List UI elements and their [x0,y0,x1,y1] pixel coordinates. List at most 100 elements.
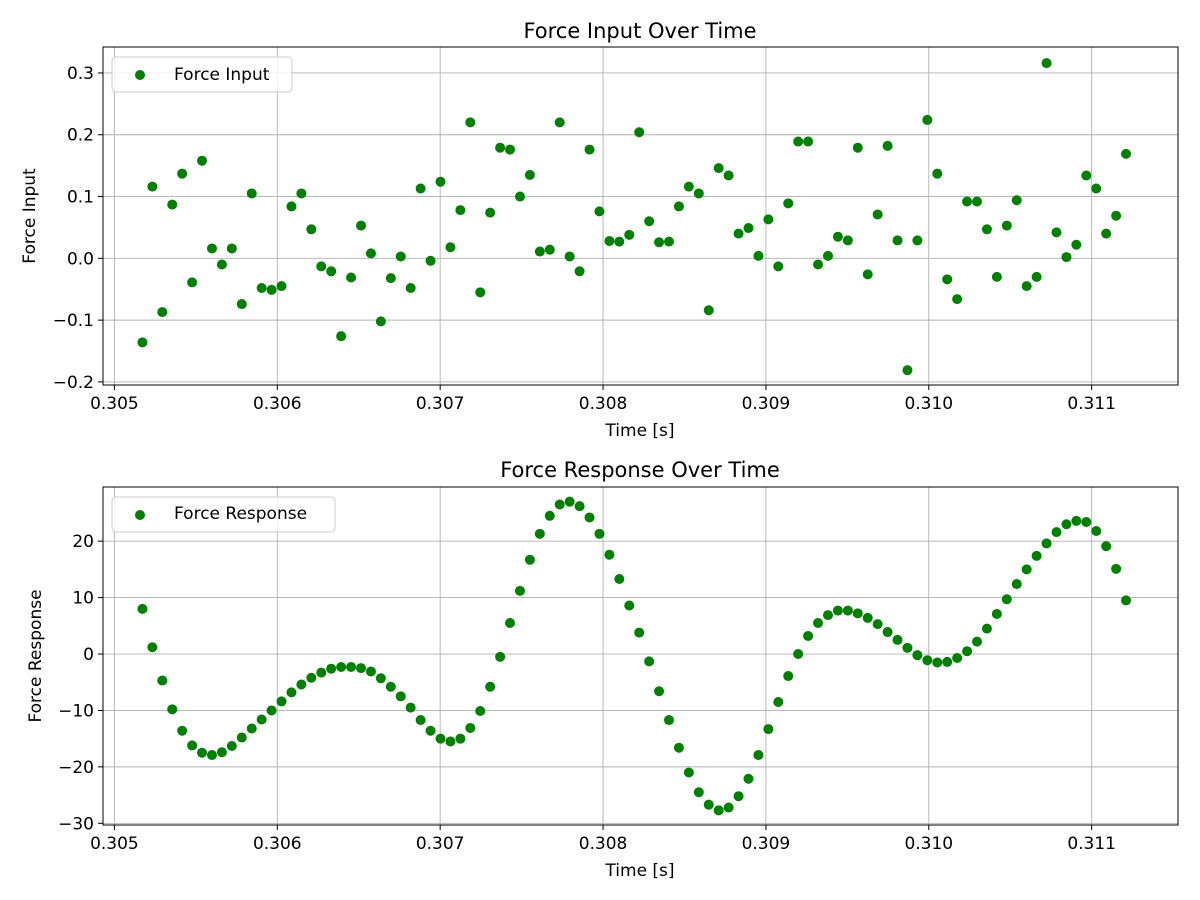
data-point [991,271,1002,282]
data-point [495,651,506,662]
data-point [972,636,983,647]
x-tick-label: 0.308 [579,394,628,414]
legend: Force Input [111,56,293,93]
data-point [514,585,525,596]
data-point [1091,526,1102,537]
data-point [942,274,953,285]
data-point [991,608,1002,619]
data-point [773,261,784,272]
data-point [813,259,824,270]
data-point [236,732,247,743]
data-point [753,250,764,261]
data-point [594,206,605,217]
data-point [266,705,277,716]
data-point [236,299,247,310]
data-point [753,750,764,761]
data-point [415,183,426,194]
data-point [683,181,694,192]
data-point [882,140,893,151]
data-point [1021,281,1032,292]
data-point [882,627,893,638]
data-point [892,634,903,645]
data-point [1061,519,1072,530]
data-point [981,623,992,634]
data-point [1031,271,1042,282]
data-point [644,656,655,667]
data-point [296,188,307,199]
x-tick-label: 0.307 [416,394,465,414]
data-point [1051,227,1062,238]
data-point [763,214,774,225]
data-point [981,224,992,235]
data-point [564,496,575,507]
data-point [256,282,267,293]
data-point [554,499,565,510]
data-point [892,235,903,246]
data-point [425,725,436,736]
force-response-panel: Force Response Over Time Time [s] Force … [26,458,1179,881]
data-point [256,714,267,725]
data-point [614,573,625,584]
data-point [534,528,545,539]
data-point [336,662,347,673]
data-point [912,235,923,246]
data-point [564,251,575,262]
data-point [356,663,366,674]
data-point [822,250,833,261]
data-point [395,251,406,262]
y-tick-label: 10 [72,589,94,609]
data-point [336,331,347,342]
data-point [673,742,684,753]
y-axis-label: Force Input [20,168,40,264]
data-point [634,627,645,638]
data-point [216,747,227,758]
data-point [703,799,714,810]
data-point [972,196,983,207]
data-point [673,201,684,212]
data-point [1071,239,1082,250]
data-point [276,281,287,292]
data-point [197,747,208,758]
x-tick-label: 0.306 [253,834,302,854]
legend-marker [135,70,145,80]
data-point [1001,220,1012,231]
data-point [276,696,287,707]
data-point [485,681,496,692]
data-point [137,337,148,348]
data-point [912,650,923,661]
data-point [306,672,317,683]
data-point [137,603,148,614]
data-point [365,666,376,677]
x-tick-label: 0.305 [90,394,139,414]
legend-label: Force Input [174,65,270,85]
data-point [962,646,973,657]
data-point [952,294,963,305]
data-point [505,144,516,155]
data-point [475,287,486,298]
chart-title: Force Response Over Time [500,458,780,482]
data-point [514,191,525,202]
y-tick-label: 20 [72,532,94,552]
x-axis-label: Time [s] [604,421,674,441]
data-point [395,691,406,702]
data-point [1081,516,1092,527]
x-tick-label: 0.311 [1067,394,1116,414]
data-point [455,205,466,216]
data-point [852,142,863,153]
data-point [1031,550,1042,561]
data-point [832,605,843,616]
data-point [962,196,973,207]
chart-title: Force Input Over Time [523,19,756,43]
data-point [604,549,615,560]
data-point [385,273,396,284]
data-point [952,652,963,663]
data-point [922,655,933,666]
data-point [783,671,794,682]
data-point [296,679,307,690]
data-point [1021,564,1032,575]
data-point [246,723,257,734]
data-point [455,733,466,744]
data-point [524,554,535,565]
data-point [435,176,446,187]
